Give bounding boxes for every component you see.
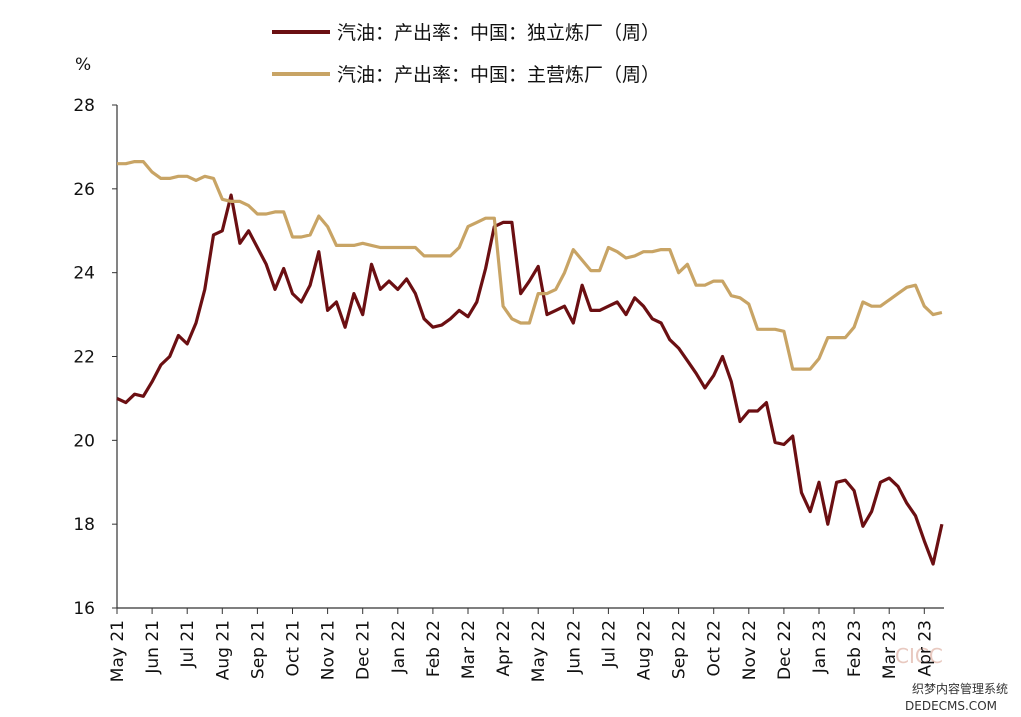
x-tick-label: Aug 22 [635, 620, 655, 680]
x-tick-label: May 21 [108, 620, 128, 682]
x-tick-label: Aug 21 [213, 620, 233, 680]
x-tick-label: Jul 22 [599, 620, 619, 669]
line-series [116, 193, 944, 566]
watermark: DEDECMS.COM [905, 699, 997, 713]
x-tick-label: Mar 23 [880, 620, 900, 679]
x-tick-label: Apr 22 [494, 620, 514, 676]
x-tick-label: Jan 23 [810, 620, 830, 674]
y-tick-label: 26 [73, 180, 95, 200]
y-tick-label: 28 [73, 96, 95, 116]
x-tick-label: Feb 22 [424, 620, 444, 677]
x-tick-label: Dec 21 [354, 620, 374, 680]
x-tick-label: Feb 23 [845, 620, 865, 677]
x-tick-label: Apr 23 [915, 620, 935, 676]
legend-label: 汽油：产出率：中国：主营炼厂（周） [337, 64, 660, 86]
x-tick-label: Oct 21 [284, 620, 304, 676]
x-tick-label: Jun 21 [143, 620, 163, 675]
legend-label: 汽油：产出率：中国：独立炼厂（周） [337, 22, 660, 44]
y-tick-label: 20 [73, 431, 95, 451]
x-tick-label: May 22 [529, 620, 549, 682]
x-tick-label: Jan 22 [389, 620, 409, 674]
x-tick-label: Oct 22 [705, 620, 725, 676]
x-tick-label: Nov 21 [319, 620, 339, 680]
y-tick-label: 22 [73, 348, 95, 368]
x-tick-label: Nov 22 [740, 620, 760, 680]
y-unit: % [75, 55, 91, 75]
x-tick-label: Sep 21 [248, 620, 268, 679]
y-tick-label: 18 [73, 515, 95, 535]
x-tick-label: Jun 22 [564, 620, 584, 675]
y-tick-label: 24 [73, 264, 95, 284]
line-series [117, 160, 943, 371]
x-tick-label: Mar 22 [459, 620, 479, 679]
y-tick-label: 16 [73, 599, 95, 619]
x-tick-label: Dec 22 [775, 620, 795, 680]
x-tick-label: Jul 21 [178, 620, 198, 669]
watermark: 织梦内容管理系统 [912, 681, 1008, 696]
x-tick-label: Sep 22 [670, 620, 690, 679]
watermark: CICC [895, 644, 943, 668]
